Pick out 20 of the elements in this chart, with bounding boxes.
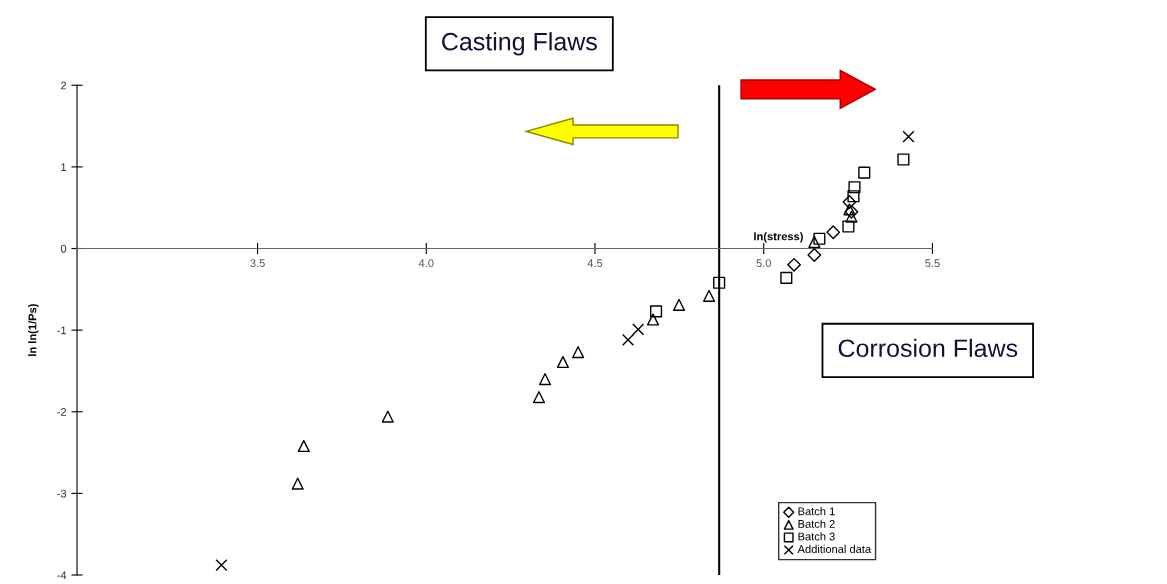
legend-label: Batch 2 (798, 519, 835, 528)
text: Casting Flaws (442, 32, 597, 56)
legend-label: Batch 1 (798, 507, 835, 516)
y-tick-label: 2 (60, 81, 67, 90)
y-tick-label: 1 (61, 163, 67, 171)
y-tick-label: -1 (57, 326, 67, 335)
legend-label: Batch 3 (798, 532, 835, 541)
x-axis-title: ln(stress) (754, 232, 803, 243)
y-tick-label: -2 (57, 408, 67, 416)
y-tick-label: 0 (60, 244, 67, 253)
x-tick-label: 4.0 (418, 259, 434, 268)
annotation: Corrosion Flaws (838, 338, 1018, 358)
y-tick-label: -4 (57, 571, 67, 580)
x-tick-label: 4.5 (587, 259, 603, 268)
y-tick-label: -3 (57, 489, 67, 498)
x-tick-label: 5.5 (925, 259, 940, 268)
x-tick-label: 3.5 (250, 259, 265, 268)
legend-label: Additional data (797, 544, 872, 554)
x-tick-label: 5.0 (756, 259, 771, 268)
y-axis-title: ln ln(1/Ps) (28, 304, 39, 356)
